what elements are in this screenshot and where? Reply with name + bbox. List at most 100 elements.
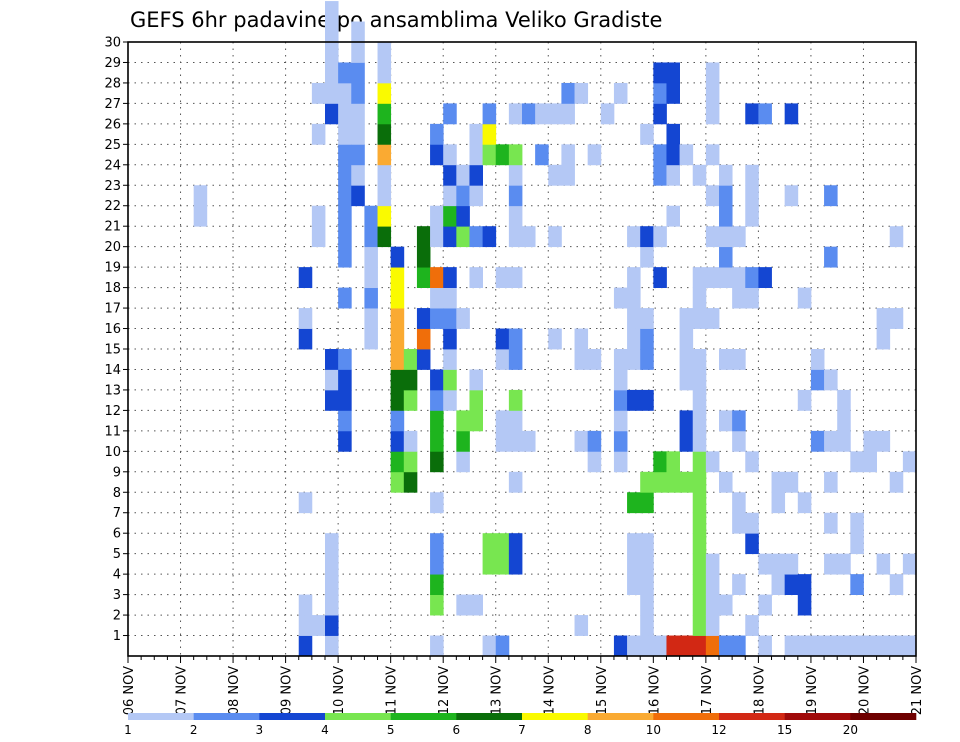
heatmap-cell	[666, 471, 680, 493]
heatmap-cell	[508, 103, 523, 125]
heatmap-cell	[692, 635, 707, 657]
color-scale-label: 5	[387, 723, 395, 737]
heatmap-cell	[797, 287, 812, 309]
heatmap-cell	[876, 328, 891, 350]
heatmap-cell	[745, 185, 759, 207]
heatmap-cell	[443, 349, 457, 370]
heatmap-cell	[377, 226, 392, 248]
heatmap-cell	[732, 512, 746, 534]
heatmap-cell	[692, 553, 707, 575]
heatmap-cell	[311, 205, 326, 227]
heatmap-cell	[692, 512, 707, 534]
heatmap-cell	[600, 103, 615, 125]
heatmap-cell	[902, 553, 917, 575]
heatmap-cell	[705, 615, 720, 636]
heatmap-cell	[522, 103, 536, 125]
heatmap-cell	[640, 308, 654, 329]
heatmap-cell	[810, 349, 825, 370]
heatmap-cell	[692, 389, 707, 411]
heatmap-cell	[692, 574, 707, 595]
heatmap-cell	[403, 471, 418, 493]
heatmap-cell	[705, 82, 720, 104]
heatmap-cell	[495, 267, 510, 288]
heatmap-cell	[587, 430, 602, 452]
heatmap-cell	[745, 533, 759, 555]
heatmap-cell	[456, 430, 470, 452]
heatmap-cell	[364, 267, 378, 288]
heatmap-cell	[784, 574, 799, 595]
heatmap-cell	[653, 164, 667, 186]
heatmap-cell	[430, 410, 444, 432]
x-tick-label: 20 NOV	[857, 666, 872, 715]
heatmap-cell	[390, 328, 405, 350]
heatmap-cell	[469, 164, 483, 186]
heatmap-cell	[416, 308, 431, 329]
heatmap-cell	[679, 349, 694, 370]
heatmap-cell	[640, 471, 654, 493]
heatmap-cell	[837, 430, 851, 452]
heatmap-cell	[403, 389, 418, 411]
heatmap-cell	[338, 205, 352, 227]
heatmap-cell	[679, 430, 694, 452]
heatmap-cell	[338, 287, 352, 309]
heatmap-cell	[640, 533, 654, 555]
heatmap-cell	[377, 205, 392, 227]
heatmap-cell	[797, 389, 812, 411]
heatmap-cell	[298, 328, 313, 350]
heatmap-cell	[574, 615, 589, 636]
heatmap-cell	[364, 308, 378, 329]
heatmap-cell	[377, 144, 392, 166]
heatmap-cell	[377, 123, 392, 145]
heatmap-cell	[745, 205, 759, 227]
heatmap-cell	[338, 389, 352, 411]
heatmap-cell	[430, 308, 444, 329]
heatmap-cell	[456, 185, 470, 207]
heatmap-cell	[390, 308, 405, 329]
heatmap-cell	[430, 267, 444, 288]
heatmap-cell	[876, 553, 891, 575]
heatmap-cell	[561, 164, 575, 186]
heatmap-cell	[311, 615, 326, 636]
color-scale-swatch	[456, 713, 523, 720]
heatmap-cell	[889, 308, 904, 329]
heatmap-cell	[456, 308, 470, 329]
heatmap-cell	[443, 328, 457, 350]
color-scale-label: 1	[124, 723, 132, 737]
y-tick-label: 15	[104, 343, 121, 358]
heatmap-cell	[640, 492, 654, 514]
heatmap-cell	[430, 123, 444, 145]
heatmap-cell	[613, 389, 628, 411]
heatmap-cell	[666, 82, 680, 104]
heatmap-cell	[443, 267, 457, 288]
y-tick-label: 4	[113, 568, 121, 583]
color-scale-swatch	[719, 713, 785, 720]
heatmap-cell	[705, 267, 720, 288]
heatmap-cell	[627, 553, 641, 575]
heatmap-cell	[508, 389, 523, 411]
x-tick-label: 19 NOV	[805, 666, 820, 715]
heatmap-cell	[482, 123, 497, 145]
y-tick-label: 28	[104, 76, 121, 91]
heatmap-cell	[495, 533, 510, 555]
heatmap-cell	[627, 349, 641, 370]
heatmap-cell	[443, 287, 457, 309]
heatmap-cell	[456, 226, 470, 248]
heatmap-cell	[430, 451, 444, 473]
color-scale-label: 2	[190, 723, 198, 737]
heatmap-cell	[653, 103, 667, 125]
heatmap-cell	[587, 451, 602, 473]
heatmap-cell	[824, 246, 838, 268]
x-tick-label: 18 NOV	[752, 666, 767, 715]
heatmap-cell	[850, 533, 864, 555]
x-tick-label: 21 NOV	[910, 666, 925, 715]
heatmap-cell	[430, 369, 444, 391]
heatmap-cell	[548, 103, 562, 125]
heatmap-cell	[692, 308, 707, 329]
heatmap-cell	[403, 369, 418, 391]
heatmap-cell	[640, 574, 654, 595]
heatmap-cell	[692, 615, 707, 636]
heatmap-cell	[640, 123, 654, 145]
heatmap-cell	[824, 369, 838, 391]
heatmap-cell	[745, 451, 759, 473]
